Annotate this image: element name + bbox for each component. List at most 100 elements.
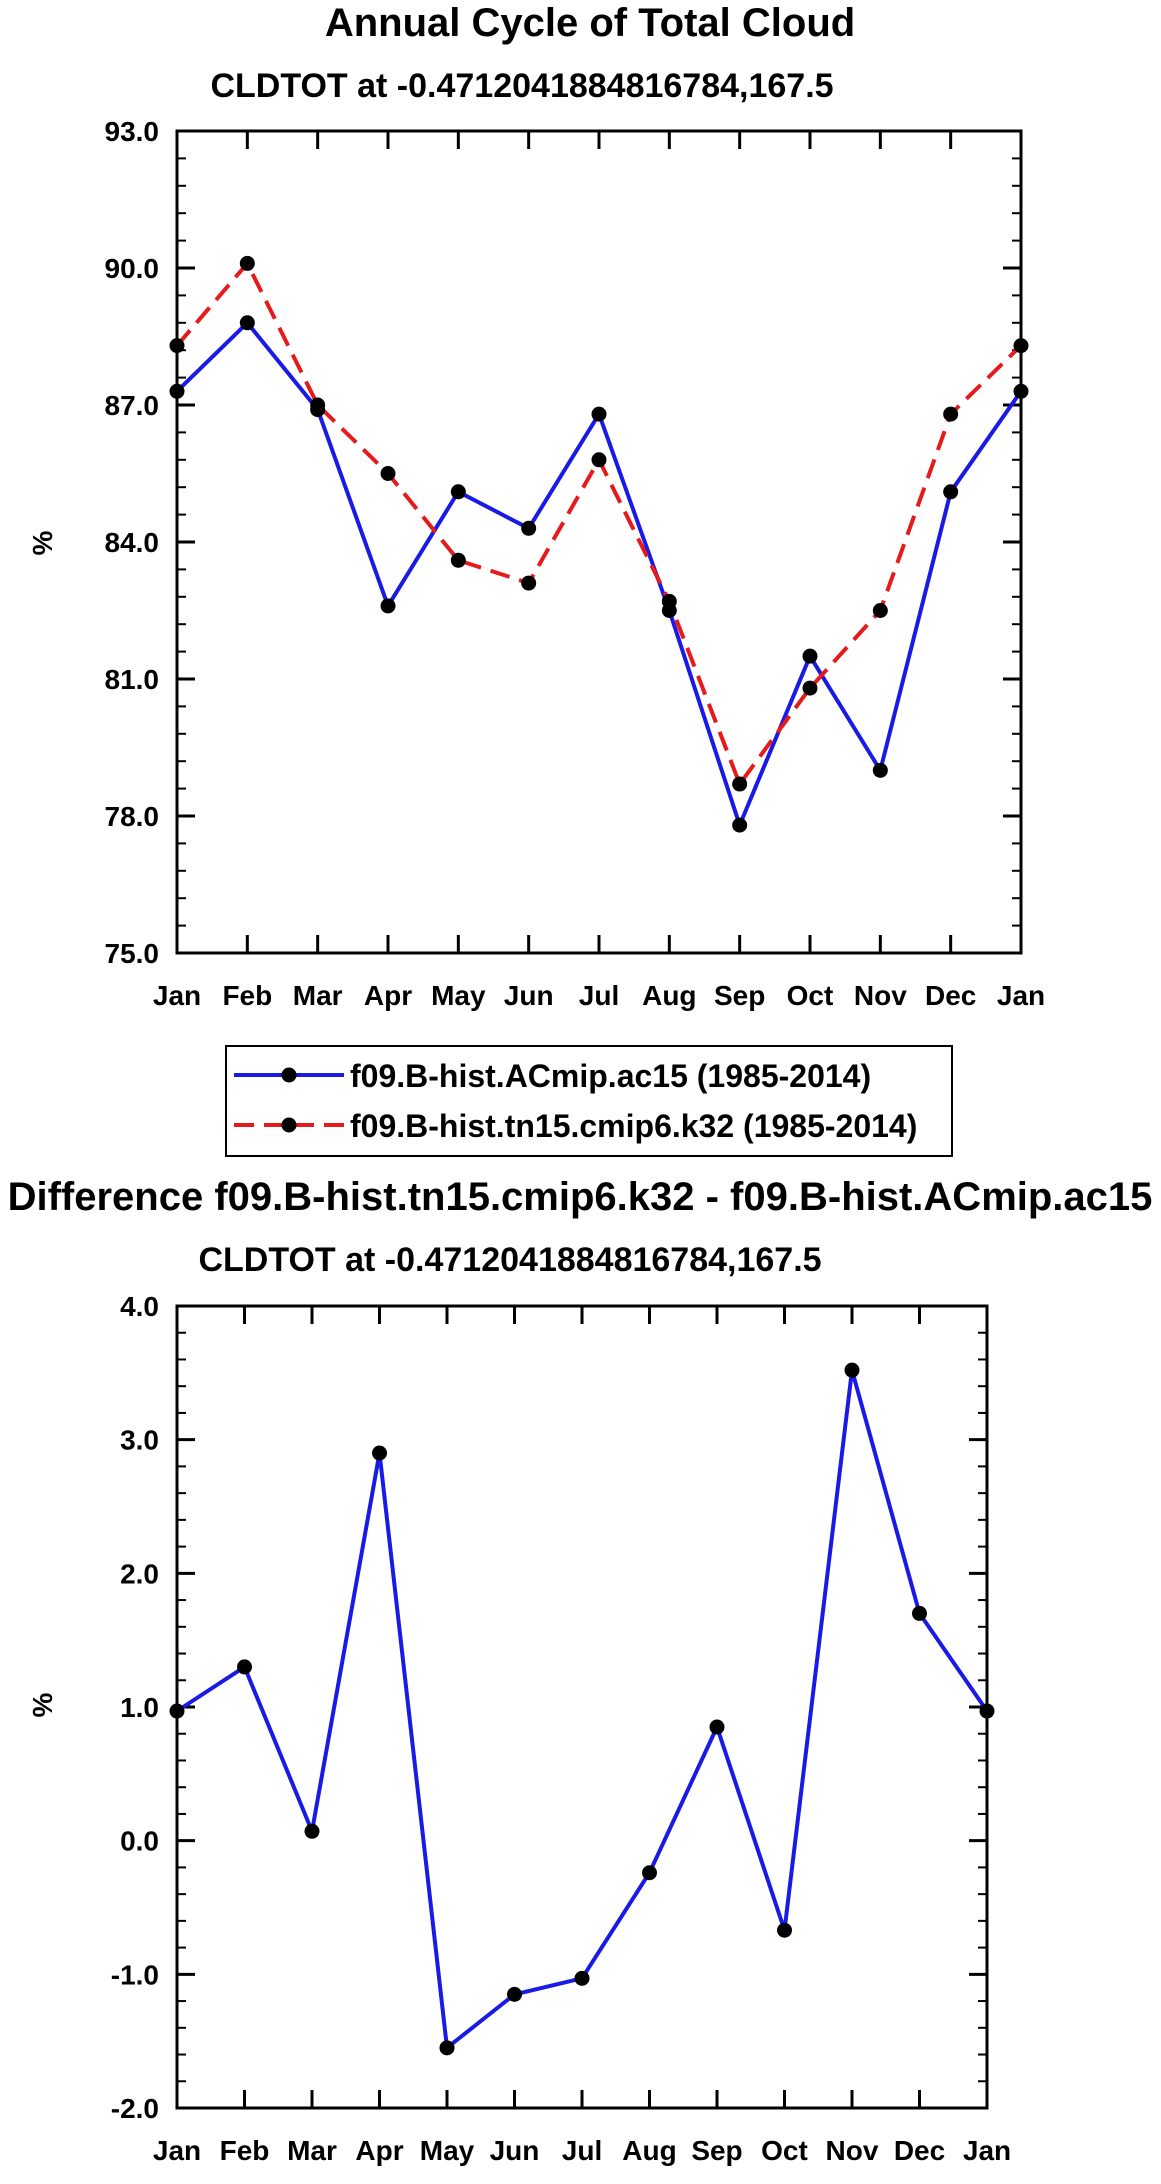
chart-1-series-2-point — [310, 397, 326, 413]
chart-1-series-1-point — [169, 383, 185, 399]
chart-1-series-1-point — [943, 484, 959, 500]
chart-1-x-tick-label: Aug — [642, 980, 696, 1011]
chart-2-series-1-point — [372, 1445, 387, 1461]
chart-1-y-tick-label: 87.0 — [105, 390, 160, 421]
chart-1-series-1-point — [521, 520, 537, 536]
chart-1-series-2-point — [239, 255, 255, 271]
chart-1-series-2-point — [732, 776, 748, 792]
chart-1-series-1-point — [872, 762, 888, 778]
chart-1-series — [169, 255, 1029, 833]
chart-1-series-1-point — [802, 648, 818, 664]
chart-1-series-1-point — [732, 817, 748, 833]
chart-1-series-2-point — [872, 603, 888, 618]
chart-1-series-1-point — [380, 598, 396, 614]
chart-1-y-tick-label: 75.0 — [105, 938, 160, 969]
legend-label-series-2: f09.B-hist.tn15.cmip6.k32 (1985-2014) — [350, 1108, 917, 1144]
legend-marker-series-2 — [281, 1117, 297, 1133]
chart-1-x-tick-label: Dec — [925, 980, 976, 1011]
legend-marker-series-1 — [281, 1067, 297, 1083]
chart-2-x-tick-label: Aug — [622, 2135, 676, 2166]
chart-1-x-tick-label: Jul — [579, 980, 619, 1011]
chart-2-series-1-line — [175, 1368, 989, 2050]
chart-2-x-tick-label: Oct — [761, 2135, 808, 2166]
chart-2-plot-area: -2.0 -1.0 0.0 1.0 2.0 3.0 4.0 Jan Feb Mar Apr May Ju… — [111, 1291, 1011, 2166]
chart-2-y-tick-label: -1.0 — [111, 1959, 159, 1990]
legend-box — [225, 1045, 953, 1157]
chart-1-series-1-point — [591, 406, 607, 422]
chart-2-series-1-point — [709, 1719, 725, 1735]
chart-1-plot-area: 75.0 78.0 81.0 84.0 87.0 90.0 93.0 Jan Feb Mar Apr… — [105, 116, 1046, 1011]
chart-2-x-tick-label: Mar — [287, 2135, 337, 2166]
chart-1-series-2-point — [450, 552, 466, 568]
chart-1-legend: f09.B-hist.ACmip.ac15 (1985-2014) f09.B-… — [225, 1045, 953, 1157]
chart-2-x-tick-label: Jul — [562, 2135, 602, 2166]
chart-2-x-tick-label: May — [420, 2135, 475, 2166]
chart-1-x-tick-label: Oct — [787, 980, 834, 1011]
chart-2-x-tick-label: Apr — [355, 2135, 403, 2166]
chart-1-series-2-point — [521, 575, 537, 591]
chart-1-x-tick-label: Feb — [222, 980, 272, 1011]
chart-1-frame — [175, 129, 1023, 955]
chart-1-title: Annual Cycle of Total Cloud — [325, 1, 855, 45]
chart-2-x-tick-label: Jun — [490, 2135, 540, 2166]
chart-1-series-2-point — [661, 593, 677, 609]
chart-1-series-1-point — [450, 484, 466, 500]
chart-2-y-axis-label: % — [27, 1692, 58, 1717]
chart-2-y-tick-label: -2.0 — [111, 2093, 159, 2124]
chart-1-series-1-point — [1013, 383, 1029, 399]
chart-2-x-tick-label: Sep — [691, 2135, 742, 2166]
chart-1-y-tick-label: 78.0 — [105, 801, 160, 832]
chart-2-series-1-point — [237, 1659, 252, 1675]
chart-2-subtitle: CLDTOT at -0.4712041884816784,167.5 — [198, 1241, 821, 1279]
chart-2-series-1-point — [979, 1703, 995, 1719]
chart-2-series-1-point — [507, 1986, 522, 2002]
chart-2-x-tick-label: Jan — [963, 2135, 1011, 2166]
chart-1-series-2-point — [943, 406, 959, 422]
chart-1-y-axis-label: % — [27, 530, 58, 555]
difference-chart: Difference f09.B-hist.tn15.cmip6.k32 - f… — [8, 1175, 1153, 2166]
chart-2-series-1-point — [169, 1703, 185, 1719]
chart-1-series-2-point — [169, 338, 185, 354]
chart-2-x-tick-label: Feb — [220, 2135, 270, 2166]
chart-1-x-tick-label: Jun — [504, 980, 554, 1011]
chart-1-x-tick-label: May — [431, 980, 486, 1011]
chart-2-series — [169, 1362, 995, 2056]
chart-1-x-tick-label: Mar — [293, 980, 343, 1011]
chart-2-y-tick-label: 3.0 — [120, 1425, 159, 1456]
chart-2-series-1-point — [777, 1922, 792, 1938]
chart-1-subtitle: CLDTOT at -0.4712041884816784,167.5 — [210, 67, 833, 105]
chart-2-series-1-point — [439, 2040, 455, 2056]
chart-1-x-tick-label: Jan — [997, 980, 1045, 1011]
chart-2-series-1-point — [304, 1823, 320, 1839]
chart-1-series-2-point — [591, 452, 607, 468]
chart-2-y-tick-label: 0.0 — [120, 1826, 159, 1857]
chart-1-series-2-point — [1013, 338, 1029, 354]
chart-1-series-2-point — [380, 466, 396, 481]
legend-label-series-1: f09.B-hist.ACmip.ac15 (1985-2014) — [350, 1058, 871, 1094]
chart-2-y-tick-label: 1.0 — [120, 1692, 159, 1723]
chart-1-y-tick-label: 84.0 — [105, 527, 160, 558]
chart-2-x-tick-label: Nov — [826, 2135, 879, 2166]
chart-2-series-1-point — [912, 1605, 927, 1621]
chart-2-x-tick-label: Jan — [153, 2135, 201, 2166]
chart-2-title: Difference f09.B-hist.tn15.cmip6.k32 - f… — [8, 1175, 1153, 1219]
chart-1-series-1-point — [239, 315, 255, 331]
chart-2-x-tick-label: Dec — [894, 2135, 945, 2166]
chart-1-y-tick-label: 90.0 — [105, 253, 160, 284]
chart-2-series-1-point — [844, 1362, 860, 1378]
chart-1-x-tick-label: Nov — [854, 980, 907, 1011]
chart-2-series-1-point — [642, 1865, 657, 1881]
chart-1-y-tick-label: 93.0 — [105, 116, 160, 147]
chart-1-x-tick-label: Sep — [714, 980, 765, 1011]
chart-2-y-tick-label: 4.0 — [120, 1291, 159, 1322]
annual-cycle-chart: Annual Cycle of Total Cloud CLDTOT at -0… — [27, 1, 1046, 1157]
chart-1-y-tick-label: 81.0 — [105, 664, 160, 695]
chart-1-x-tick-label: Apr — [364, 980, 412, 1011]
chart-2-y-tick-label: 2.0 — [120, 1558, 159, 1589]
chart-1-series-2-line — [175, 261, 1023, 786]
chart-1-x-tick-label: Jan — [153, 980, 201, 1011]
chart-2-series-1-point — [574, 1970, 590, 1986]
chart-1-series-2-point — [802, 680, 818, 696]
